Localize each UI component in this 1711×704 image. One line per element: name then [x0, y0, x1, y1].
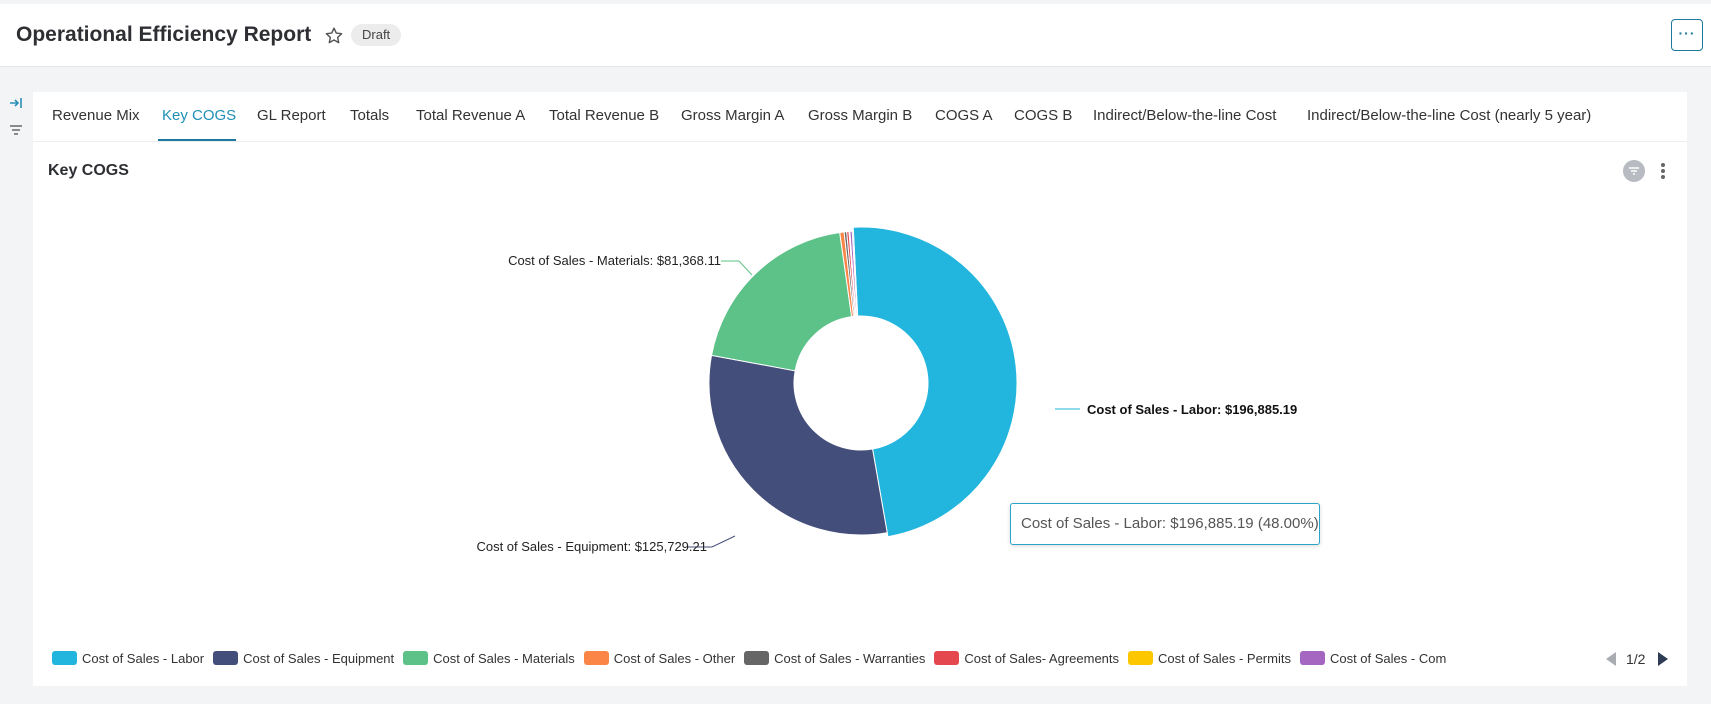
- chart-tooltip: Cost of Sales - Labor: $196,885.19 (48.0…: [1010, 503, 1320, 545]
- tab-gross-margin-a[interactable]: Gross Margin A: [681, 107, 785, 124]
- top-strip: [0, 0, 1711, 4]
- more-options-button[interactable]: ···: [1671, 19, 1703, 51]
- report-header: Operational Efficiency Report Draft ···: [0, 4, 1711, 67]
- page-title: Operational Efficiency Report: [16, 23, 312, 46]
- legend-item[interactable]: Cost of Sales - Materials: [403, 647, 575, 671]
- filter-icon[interactable]: [8, 122, 24, 138]
- chart-title: Key COGS: [48, 162, 129, 179]
- slice-cost-of-sales-labor[interactable]: [852, 226, 1018, 538]
- legend-next-icon[interactable]: [1658, 652, 1668, 666]
- slice-label-materials: Cost of Sales - Materials: $81,368.11: [508, 253, 721, 268]
- legend-swatch: [52, 651, 77, 665]
- tab-gross-margin-b[interactable]: Gross Margin B: [808, 107, 913, 124]
- tab-indirect-cost-5-year[interactable]: Indirect/Below-the-line Cost (nearly 5 y…: [1307, 107, 1592, 124]
- legend-pager: 1/2: [1606, 647, 1686, 671]
- slice-co[interactable]: [851, 230, 859, 317]
- legend-swatch: [583, 651, 609, 665]
- collapse-right-icon[interactable]: [8, 95, 24, 111]
- legend-label: Cost of Sales - Materials: [433, 651, 575, 666]
- tab-gl-report[interactable]: GL Report: [257, 107, 326, 124]
- report-panel: Revenue Mix Key COGS GL Report Totals To…: [33, 92, 1687, 686]
- legend-item[interactable]: Cost of Sales - Warranties: [744, 647, 925, 671]
- legend-label: Cost of Sales - Equipment: [243, 651, 395, 666]
- tab-indirect-cost[interactable]: Indirect/Below-the-line Cost: [1093, 107, 1277, 124]
- star-icon[interactable]: [323, 25, 345, 47]
- legend-swatch: [403, 651, 429, 665]
- legend-label: Cost of Sales- Agreements: [964, 651, 1120, 666]
- legend-item[interactable]: Cost of Sales - Equipment: [213, 647, 394, 671]
- kebab-icon[interactable]: [1658, 160, 1668, 182]
- legend-item[interactable]: Cost of Sales- Agreements: [934, 647, 1119, 671]
- legend-item[interactable]: Cost of Sales - Labor: [52, 647, 204, 671]
- slice-group: [708, 226, 1018, 538]
- legend-label: Cost of Sales - Commissions & Sales Sal.: [1329, 651, 1447, 666]
- legend-label: Cost of Sales - Permits: [1158, 651, 1291, 666]
- slice-label-labor: Cost of Sales - Labor: $196,885.19: [1087, 402, 1297, 417]
- tab-total-revenue-a[interactable]: Total Revenue A: [416, 107, 526, 124]
- chart-legend: Cost of Sales - Labor Cost of Sales - Equ…: [52, 647, 1447, 671]
- legend-swatch: [1299, 651, 1325, 665]
- label-group: Cost of Sales - Labor: $196,885.19 Cost …: [476, 253, 1297, 554]
- slice-cost-of-sales-equipment[interactable]: [708, 354, 888, 536]
- donut-chart: Cost of Sales - Labor: $196,885.19 Cost …: [476, 226, 1297, 554]
- legend-label: Cost of Sales - Warranties: [774, 651, 926, 666]
- legend-swatch: [744, 651, 770, 665]
- tab-totals[interactable]: Totals: [350, 107, 390, 124]
- legend-item[interactable]: Cost of Sales - Commissions & Sales Sal.: [1299, 647, 1447, 671]
- tab-cogs-b[interactable]: COGS B: [1014, 107, 1073, 124]
- slice-label-equipment: Cost of Sales - Equipment: $125,729.21: [476, 539, 707, 554]
- legend-item[interactable]: Cost of Sales - Other: [583, 647, 736, 671]
- filter-circle-icon[interactable]: [1623, 160, 1645, 182]
- label-line-materials: [721, 260, 753, 276]
- legend-swatch: [213, 651, 239, 665]
- tab-bar: Revenue Mix Key COGS GL Report Totals To…: [33, 92, 1687, 142]
- slice-cost-of-sales-materials[interactable]: [710, 231, 853, 372]
- tab-revenue-mix[interactable]: Revenue Mix: [52, 107, 140, 124]
- label-line-equipment: [687, 535, 736, 548]
- tab-key-cogs[interactable]: Key COGS: [162, 107, 237, 124]
- active-tab-indicator: [158, 139, 236, 141]
- legend-page-count: 1/2: [1626, 651, 1646, 667]
- legend-prev-icon[interactable]: [1606, 652, 1616, 666]
- legend-item[interactable]: Cost of Sales - Permits: [1128, 647, 1291, 671]
- legend-swatch: [934, 651, 960, 665]
- legend-label: Cost of Sales - Other: [613, 651, 736, 666]
- legend-label: Cost of Sales - Labor: [82, 651, 205, 666]
- status-badge: Draft: [351, 24, 402, 46]
- tab-total-revenue-b[interactable]: Total Revenue B: [549, 107, 660, 124]
- tab-cogs-a[interactable]: COGS A: [935, 107, 993, 124]
- legend-swatch: [1128, 651, 1154, 665]
